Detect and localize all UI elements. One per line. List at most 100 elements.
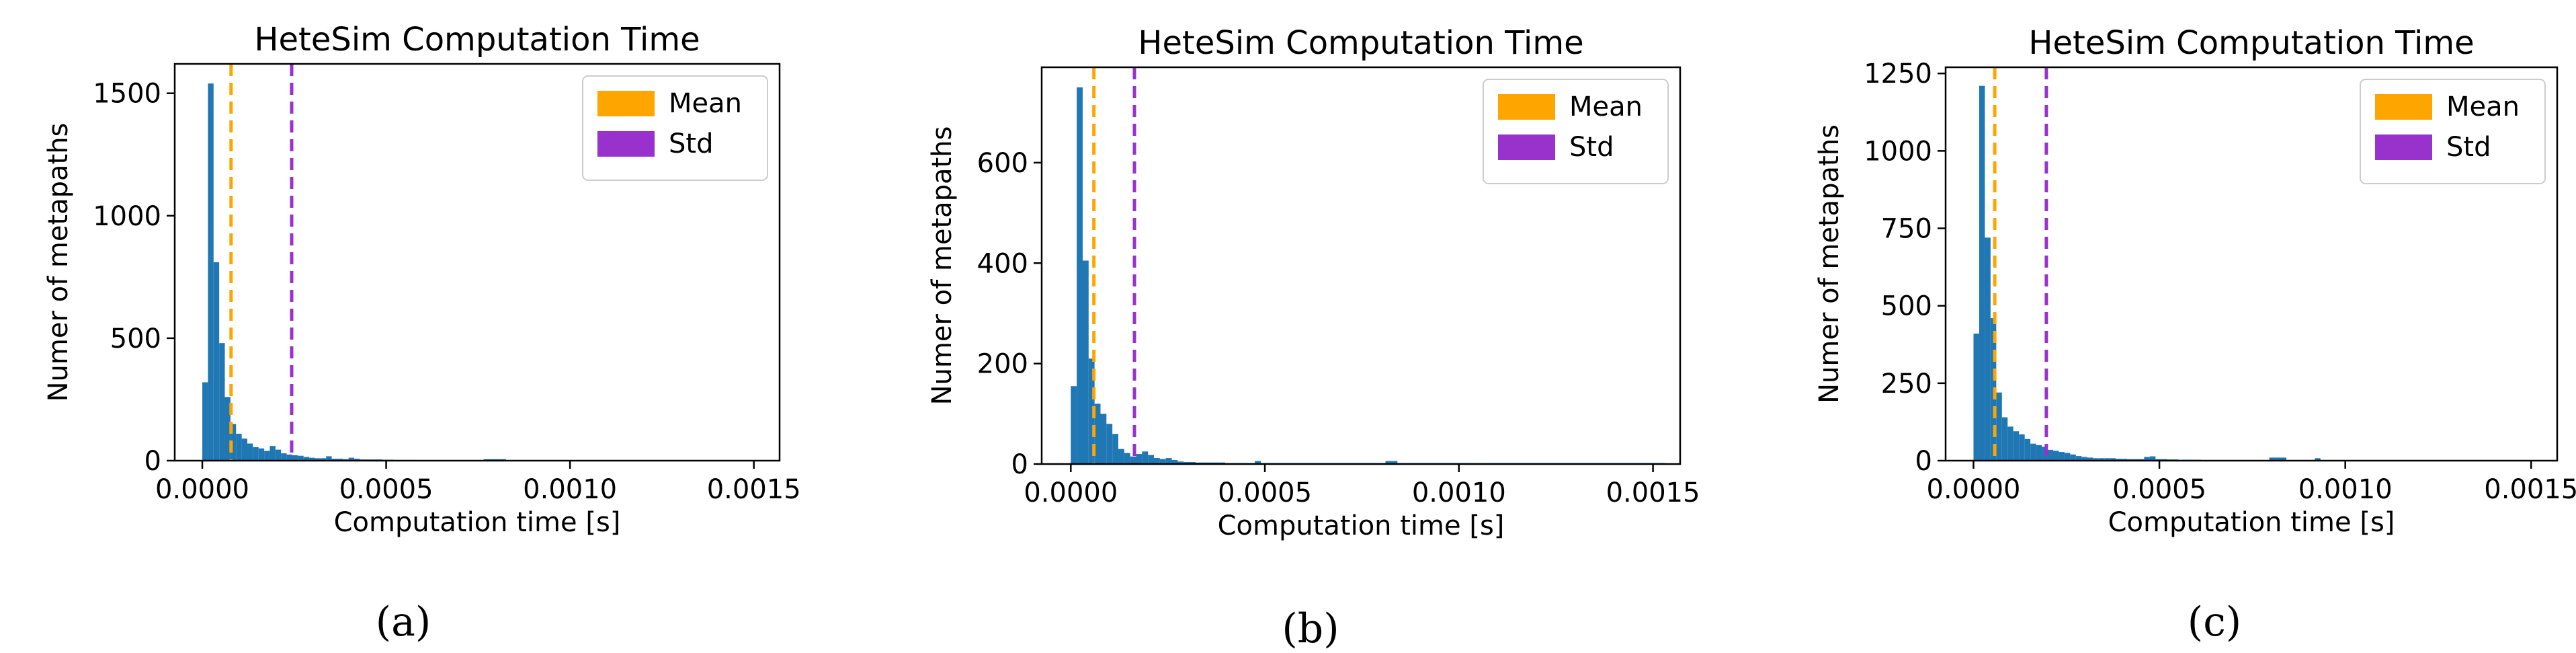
y-tick-label: 750	[1881, 214, 1932, 245]
histogram-bar	[2075, 456, 2082, 461]
histogram-bar	[1077, 87, 1083, 464]
histogram-bar	[298, 455, 304, 461]
y-tick-label: 600	[977, 148, 1028, 179]
histogram-bar	[2059, 452, 2065, 461]
histogram-bar	[315, 458, 321, 461]
histogram-bar	[269, 446, 276, 461]
y-tick-label: 500	[110, 323, 161, 354]
chart-title: HeteSim Computation Time	[2028, 24, 2474, 62]
histogram-bar	[337, 459, 343, 461]
histogram-bar	[224, 397, 231, 461]
histogram-bar	[1391, 461, 1398, 464]
histogram-bar	[1255, 461, 1261, 464]
histogram-bar	[2087, 457, 2093, 461]
histogram-bar	[2001, 417, 2008, 461]
legend-label: Mean	[1569, 91, 1643, 122]
histogram-bar	[213, 262, 220, 461]
histogram-bar	[1088, 358, 1095, 464]
legend: Mean Std	[582, 75, 768, 181]
histogram-bar	[1154, 458, 1160, 464]
chart-panel-3: 0.0000 0.0005 0.0010 0.0015 0 250 500 750 1000 12…	[1814, 24, 2576, 646]
x-tick-label: 0.0010	[523, 474, 617, 505]
histogram-bar	[2064, 453, 2071, 461]
histogram-bar	[348, 457, 355, 461]
histogram-bar	[1177, 461, 1184, 464]
histogram-bar	[2104, 458, 2110, 461]
histogram-bar	[2275, 457, 2281, 461]
x-tick-label: 0.0000	[1927, 474, 2021, 505]
x-tick-label: 0.0005	[1218, 477, 1312, 508]
y-tick-label: 1000	[93, 201, 161, 232]
histogram-bar	[1183, 462, 1190, 464]
histogram-bar	[1148, 455, 1155, 464]
legend-label: Std	[1569, 132, 1614, 163]
histogram-bar	[2144, 457, 2150, 461]
x-tick-label: 0.0015	[1606, 477, 1700, 508]
histogram-bar	[326, 456, 332, 461]
histogram-bar	[2070, 454, 2076, 461]
histogram-bar	[275, 449, 282, 461]
x-tick-label: 0.0000	[155, 474, 249, 505]
legend-swatch	[2375, 94, 2432, 120]
x-tick-label: 0.0005	[2112, 474, 2206, 505]
histogram-bar	[2093, 458, 2099, 461]
histogram-bar	[2116, 459, 2122, 461]
histogram-bar	[241, 438, 247, 461]
histogram-bar	[2052, 451, 2059, 461]
histogram-bar	[309, 457, 315, 461]
y-tick-label: 1500	[93, 79, 161, 110]
histogram-bar	[2315, 458, 2321, 461]
histogram-bar	[2013, 431, 2020, 461]
histogram-bar	[219, 343, 225, 461]
histogram-bar	[2110, 458, 2116, 461]
y-axis-label: Numer of metapaths	[1814, 124, 1845, 404]
y-tick-label: 1000	[1864, 136, 1932, 167]
histogram-bar	[2269, 457, 2276, 461]
histogram-bar	[1973, 334, 1979, 461]
histogram-bar	[1106, 424, 1113, 464]
histogram-bar	[253, 447, 259, 461]
histogram-bar	[292, 455, 298, 461]
legend: Mean Std	[1483, 79, 1669, 184]
histogram-bar	[230, 424, 237, 461]
histogram-bar	[2098, 458, 2105, 461]
histogram-bar	[2042, 447, 2048, 461]
histogram-bar	[1190, 462, 1196, 464]
histogram-bar	[1118, 449, 1124, 464]
x-tick-label: 0.0010	[2298, 474, 2393, 505]
histogram-bar	[1996, 392, 2002, 461]
histogram-bar	[1094, 404, 1101, 464]
x-tick-label: 0.0005	[339, 474, 433, 505]
legend-label: Mean	[2446, 91, 2520, 122]
y-tick-label: 0	[1915, 446, 1932, 477]
histogram-bar	[320, 458, 327, 461]
chart-panel-1: 0.0000 0.0005 0.0010 0.0015 0 500 1000 1500 Hete…	[43, 21, 801, 646]
legend-swatch	[597, 91, 655, 116]
histogram-bar	[303, 457, 310, 461]
histogram-bar	[354, 459, 360, 461]
histogram-bar	[1124, 453, 1130, 464]
chart-title: HeteSim Computation Time	[1138, 24, 1583, 62]
y-axis-label: Numer of metapaths	[43, 123, 74, 402]
histogram-bar	[286, 454, 292, 461]
histogram-bar	[1100, 414, 1107, 464]
legend-label: Mean	[669, 88, 742, 119]
histogram-bar	[1130, 456, 1136, 464]
histogram-bar	[1112, 434, 1118, 464]
x-tick-label: 0.0015	[707, 474, 801, 505]
x-axis-label: Computation time [s]	[334, 507, 621, 538]
histogram-bar	[2081, 457, 2087, 461]
histogram-bar	[2280, 457, 2286, 461]
plot-frame	[173, 63, 781, 462]
histogram-bar	[1171, 460, 1178, 464]
legend-label: Std	[669, 128, 713, 159]
histogram-bar	[281, 453, 287, 461]
histogram-bar	[1082, 260, 1089, 464]
y-tick-label: 400	[977, 248, 1028, 279]
histogram-bar	[236, 433, 242, 461]
legend-label: Std	[2446, 132, 2491, 163]
histogram-bar	[2019, 434, 2025, 461]
subfigure-caption: (a)	[376, 599, 431, 646]
histogram-bar	[2149, 456, 2156, 461]
